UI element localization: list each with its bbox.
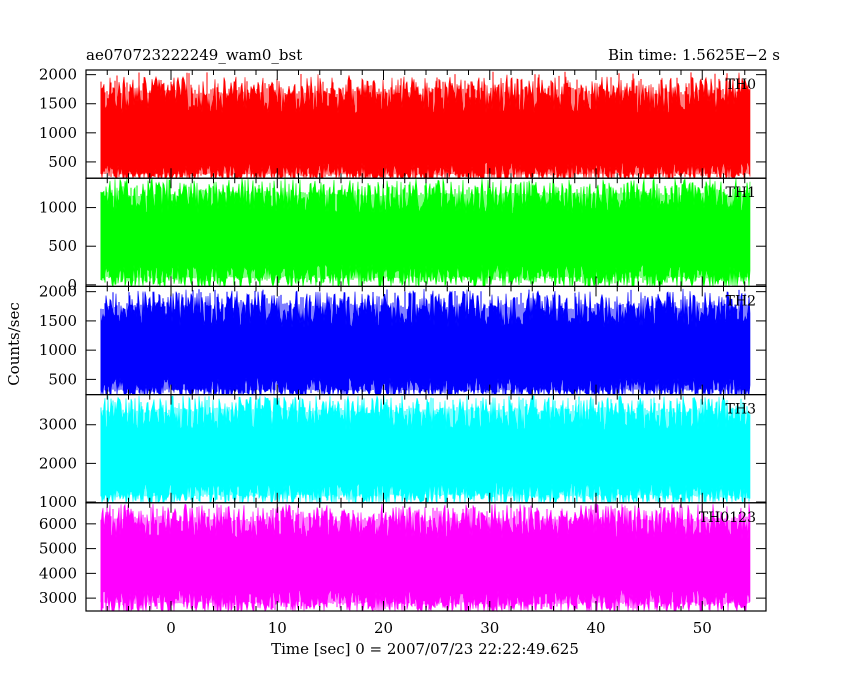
- x-tick-label: 40: [586, 619, 605, 637]
- y-tick-label: 1000: [39, 341, 77, 359]
- x-tick-label: 30: [480, 619, 499, 637]
- panel-th0123: 3000 4000 5000 6000 TH0123: [39, 502, 767, 613]
- x-tick-label: 50: [693, 619, 712, 637]
- y-tick-label: 2000: [39, 283, 77, 301]
- y-tick-label: 500: [48, 153, 77, 171]
- y-tick-label: 4000: [39, 564, 77, 582]
- y-tick-label: 1500: [39, 95, 77, 113]
- x-tick-label: 0: [166, 619, 176, 637]
- y-tick-label: 1500: [39, 312, 77, 330]
- y-tick-label: 0: [67, 276, 77, 294]
- panel-label-th3: TH3: [726, 402, 756, 418]
- y-tick-label: 1000: [39, 199, 77, 217]
- panel-th3: 1000 2000 3000 TH3: [39, 394, 767, 511]
- panel-label-th0: TH0: [726, 77, 756, 93]
- chart-title: ae070723222249_wam0_bst: [86, 46, 302, 64]
- y-tick-label: 3000: [39, 416, 77, 434]
- panel-label-th1: TH1: [726, 185, 756, 201]
- panels-group: 500100015002000TH005001000TH150010001500…: [39, 66, 767, 637]
- panel-label-th0123: TH0123: [699, 510, 756, 526]
- panel-th0: 500 1000 1500 2000 TH0: [39, 66, 767, 180]
- y-tick-label: 500: [48, 237, 77, 255]
- y-tick-label: 1000: [39, 124, 77, 142]
- y-axis-label: Counts/sec: [5, 302, 23, 386]
- panel-th1: 0 500 1000 TH1: [39, 177, 767, 294]
- x-axis-label: Time [sec] 0 = 2007/07/23 22:22:49.625: [271, 640, 579, 658]
- panel-th2: 500 1000 1500 2000 TH2: [39, 283, 767, 396]
- panel-label-th2: TH2: [726, 293, 756, 309]
- y-tick-label: 6000: [39, 515, 77, 533]
- y-tick-label: 1000: [39, 493, 77, 511]
- bin-time-label: Bin time: 1.5625E−2 s: [608, 46, 780, 64]
- y-tick-label: 2000: [39, 66, 77, 84]
- y-tick-label: 500: [48, 370, 77, 388]
- x-tick-label: 20: [374, 619, 393, 637]
- y-tick-label: 2000: [39, 454, 77, 472]
- x-tick-label: 10: [268, 619, 287, 637]
- y-tick-label: 3000: [39, 589, 77, 607]
- y-tick-label: 5000: [39, 540, 77, 558]
